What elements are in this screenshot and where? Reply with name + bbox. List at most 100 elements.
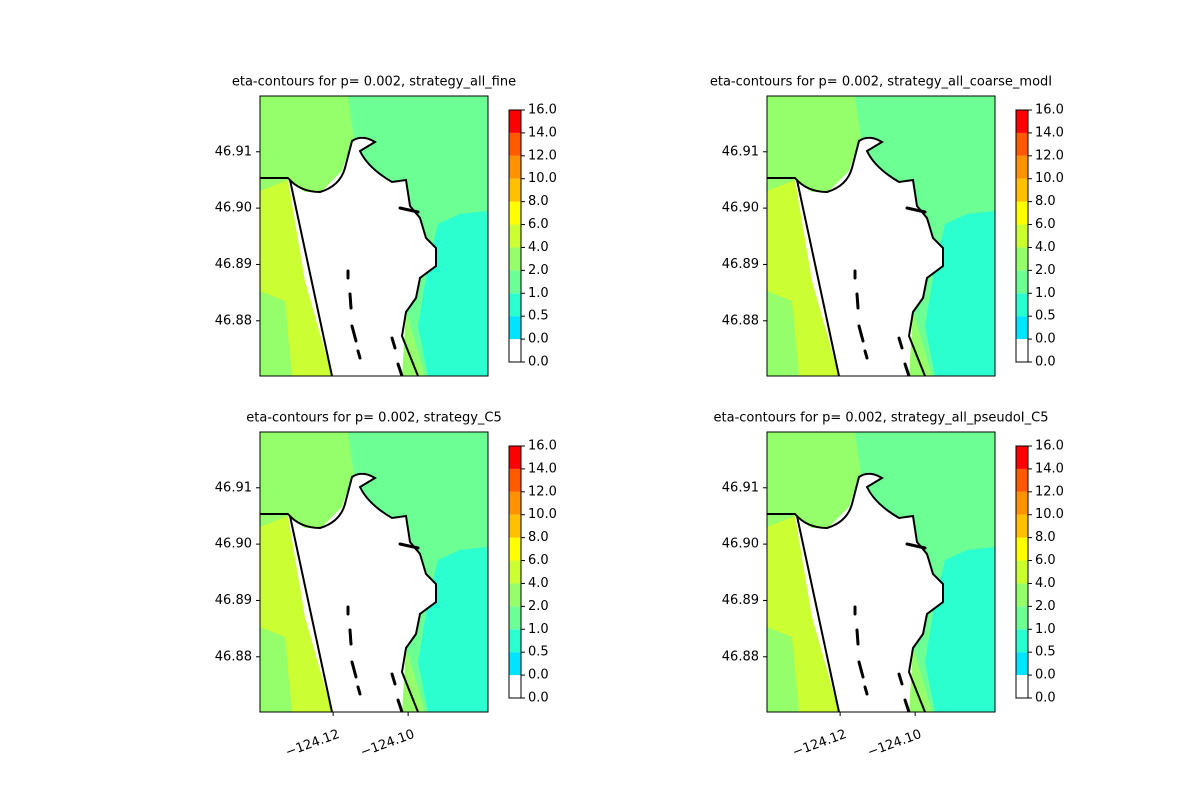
map-panel: eta-contours for p= 0.002, strategy_all_… — [714, 411, 1064, 761]
y-tick-label: 46.88 — [722, 313, 759, 328]
colorbar-band — [509, 247, 521, 271]
colorbar-tick-label: 2.0 — [528, 263, 549, 278]
colorbar-tick-label: 0.0 — [528, 691, 549, 706]
y-tick-label: 46.91 — [722, 144, 759, 159]
colorbar-tick-label: 0.0 — [528, 355, 549, 370]
map-fill — [260, 432, 488, 712]
colorbar-band — [509, 583, 521, 607]
colorbar-tick-label: 16.0 — [528, 103, 557, 118]
axes-frame — [259, 431, 489, 713]
colorbar-frame — [1015, 445, 1029, 699]
map-panel: eta-contours for p= 0.002, strategy_all_… — [710, 75, 1064, 377]
y-tick-label: 46.89 — [215, 593, 252, 608]
colorbar-band — [509, 316, 521, 340]
colorbar-tick-label: 0.5 — [528, 645, 549, 660]
panel-title: eta-contours for p= 0.002, strategy_all_… — [232, 75, 516, 90]
colorbar-tick-label: 8.0 — [528, 530, 549, 545]
colorbar-band — [1016, 491, 1028, 515]
colorbar-tick-label: 0.0 — [1035, 691, 1056, 706]
colorbar-tick-label: 2.0 — [1035, 599, 1056, 614]
x-tick-label: −124.12 — [791, 727, 849, 760]
colorbar-tick-label: 10.0 — [1035, 507, 1064, 522]
y-tick-label: 46.91 — [215, 144, 252, 159]
colorbar-tick-label: 12.0 — [1035, 148, 1064, 163]
region — [767, 516, 839, 712]
colorbar-band — [509, 560, 521, 584]
colorbar-band — [1016, 293, 1028, 317]
colorbar-band — [509, 652, 521, 676]
colorbar-tick-label: 8.0 — [1035, 194, 1056, 209]
coastline — [260, 472, 437, 712]
colorbar: 0.0 0.0 0.5 1.0 2.0 4.0 6.0 8.0 10.0 12.0 14.0 16.0 — [1015, 103, 1064, 370]
y-tick-label: 46.91 — [215, 480, 252, 495]
colorbar-tick-label: 14.0 — [1035, 125, 1064, 140]
colorbar-band — [509, 675, 521, 698]
colorbar-band — [1016, 468, 1028, 492]
y-tick-label: 46.89 — [722, 593, 759, 608]
y-tick-label: 46.89 — [722, 257, 759, 272]
colorbar-tick-label: 2.0 — [1035, 263, 1056, 278]
colorbar-tick-label: 0.0 — [1035, 668, 1056, 683]
land — [288, 136, 436, 376]
panel-title: eta-contours for p= 0.002, strategy_C5 — [246, 411, 501, 426]
colorbar-tick-label: 6.0 — [528, 553, 549, 568]
x-tick-label: −124.10 — [359, 727, 417, 760]
region — [767, 180, 839, 376]
colorbar-band — [1016, 110, 1028, 133]
colorbar-band — [1016, 514, 1028, 538]
colorbar-band — [1016, 629, 1028, 653]
axes-frame — [766, 95, 996, 377]
colorbar-tick-label: 14.0 — [528, 125, 557, 140]
colorbar-tick-label: 6.0 — [1035, 553, 1056, 568]
colorbar-tick-label: 0.0 — [1035, 332, 1056, 347]
islands — [346, 542, 420, 712]
y-tick-label: 46.89 — [215, 257, 252, 272]
colorbar-band — [1016, 675, 1028, 698]
map-panel: eta-contours for p= 0.002, strategy_all_… — [215, 75, 557, 377]
colorbar-band — [1016, 339, 1028, 362]
colorbar-tick-label: 12.0 — [1035, 484, 1064, 499]
colorbar-band — [1016, 316, 1028, 340]
colorbar-tick-label: 10.0 — [1035, 171, 1064, 186]
colorbar-tick-label: 6.0 — [528, 217, 549, 232]
colorbar-tick-label: 8.0 — [1035, 530, 1056, 545]
colorbar-tick-label: 4.0 — [1035, 576, 1056, 591]
islands — [853, 542, 927, 712]
colorbar-tick-label: 16.0 — [1035, 439, 1064, 454]
map-fill — [767, 432, 995, 712]
land — [795, 472, 943, 712]
coastline — [767, 472, 944, 712]
colorbar-band — [509, 201, 521, 225]
y-tick-label: 46.90 — [722, 537, 759, 552]
colorbar-band — [509, 629, 521, 653]
colorbar-tick-label: 14.0 — [528, 461, 557, 476]
colorbar-tick-label: 4.0 — [528, 240, 549, 255]
colorbar-band — [1016, 446, 1028, 469]
colorbar-band — [1016, 537, 1028, 561]
panel-title: eta-contours for p= 0.002, strategy_all_… — [714, 411, 1049, 426]
y-tick-label: 46.88 — [215, 313, 252, 328]
colorbar-band — [509, 155, 521, 179]
colorbar-band — [509, 537, 521, 561]
colorbar-tick-label: 6.0 — [1035, 217, 1056, 232]
map-fill — [260, 96, 488, 376]
colorbar-frame — [1015, 109, 1029, 363]
colorbar-band — [509, 293, 521, 317]
colorbar-frame — [508, 445, 522, 699]
colorbar-tick-label: 0.0 — [528, 332, 549, 347]
y-tick-label: 46.88 — [722, 649, 759, 664]
y-tick-label: 46.88 — [215, 649, 252, 664]
colorbar-tick-label: 16.0 — [1035, 103, 1064, 118]
islands — [346, 206, 420, 376]
colorbar-band — [509, 491, 521, 515]
colorbar-tick-label: 1.0 — [1035, 622, 1056, 637]
panel-title: eta-contours for p= 0.002, strategy_all_… — [710, 75, 1052, 90]
colorbar-tick-label: 4.0 — [528, 576, 549, 591]
y-tick-label: 46.90 — [215, 537, 252, 552]
y-tick-label: 46.90 — [215, 201, 252, 216]
colorbar-band — [1016, 560, 1028, 584]
colorbar-band — [1016, 606, 1028, 630]
colorbar-tick-label: 0.5 — [528, 309, 549, 324]
axes-frame — [766, 431, 996, 713]
map-fill — [767, 96, 995, 376]
